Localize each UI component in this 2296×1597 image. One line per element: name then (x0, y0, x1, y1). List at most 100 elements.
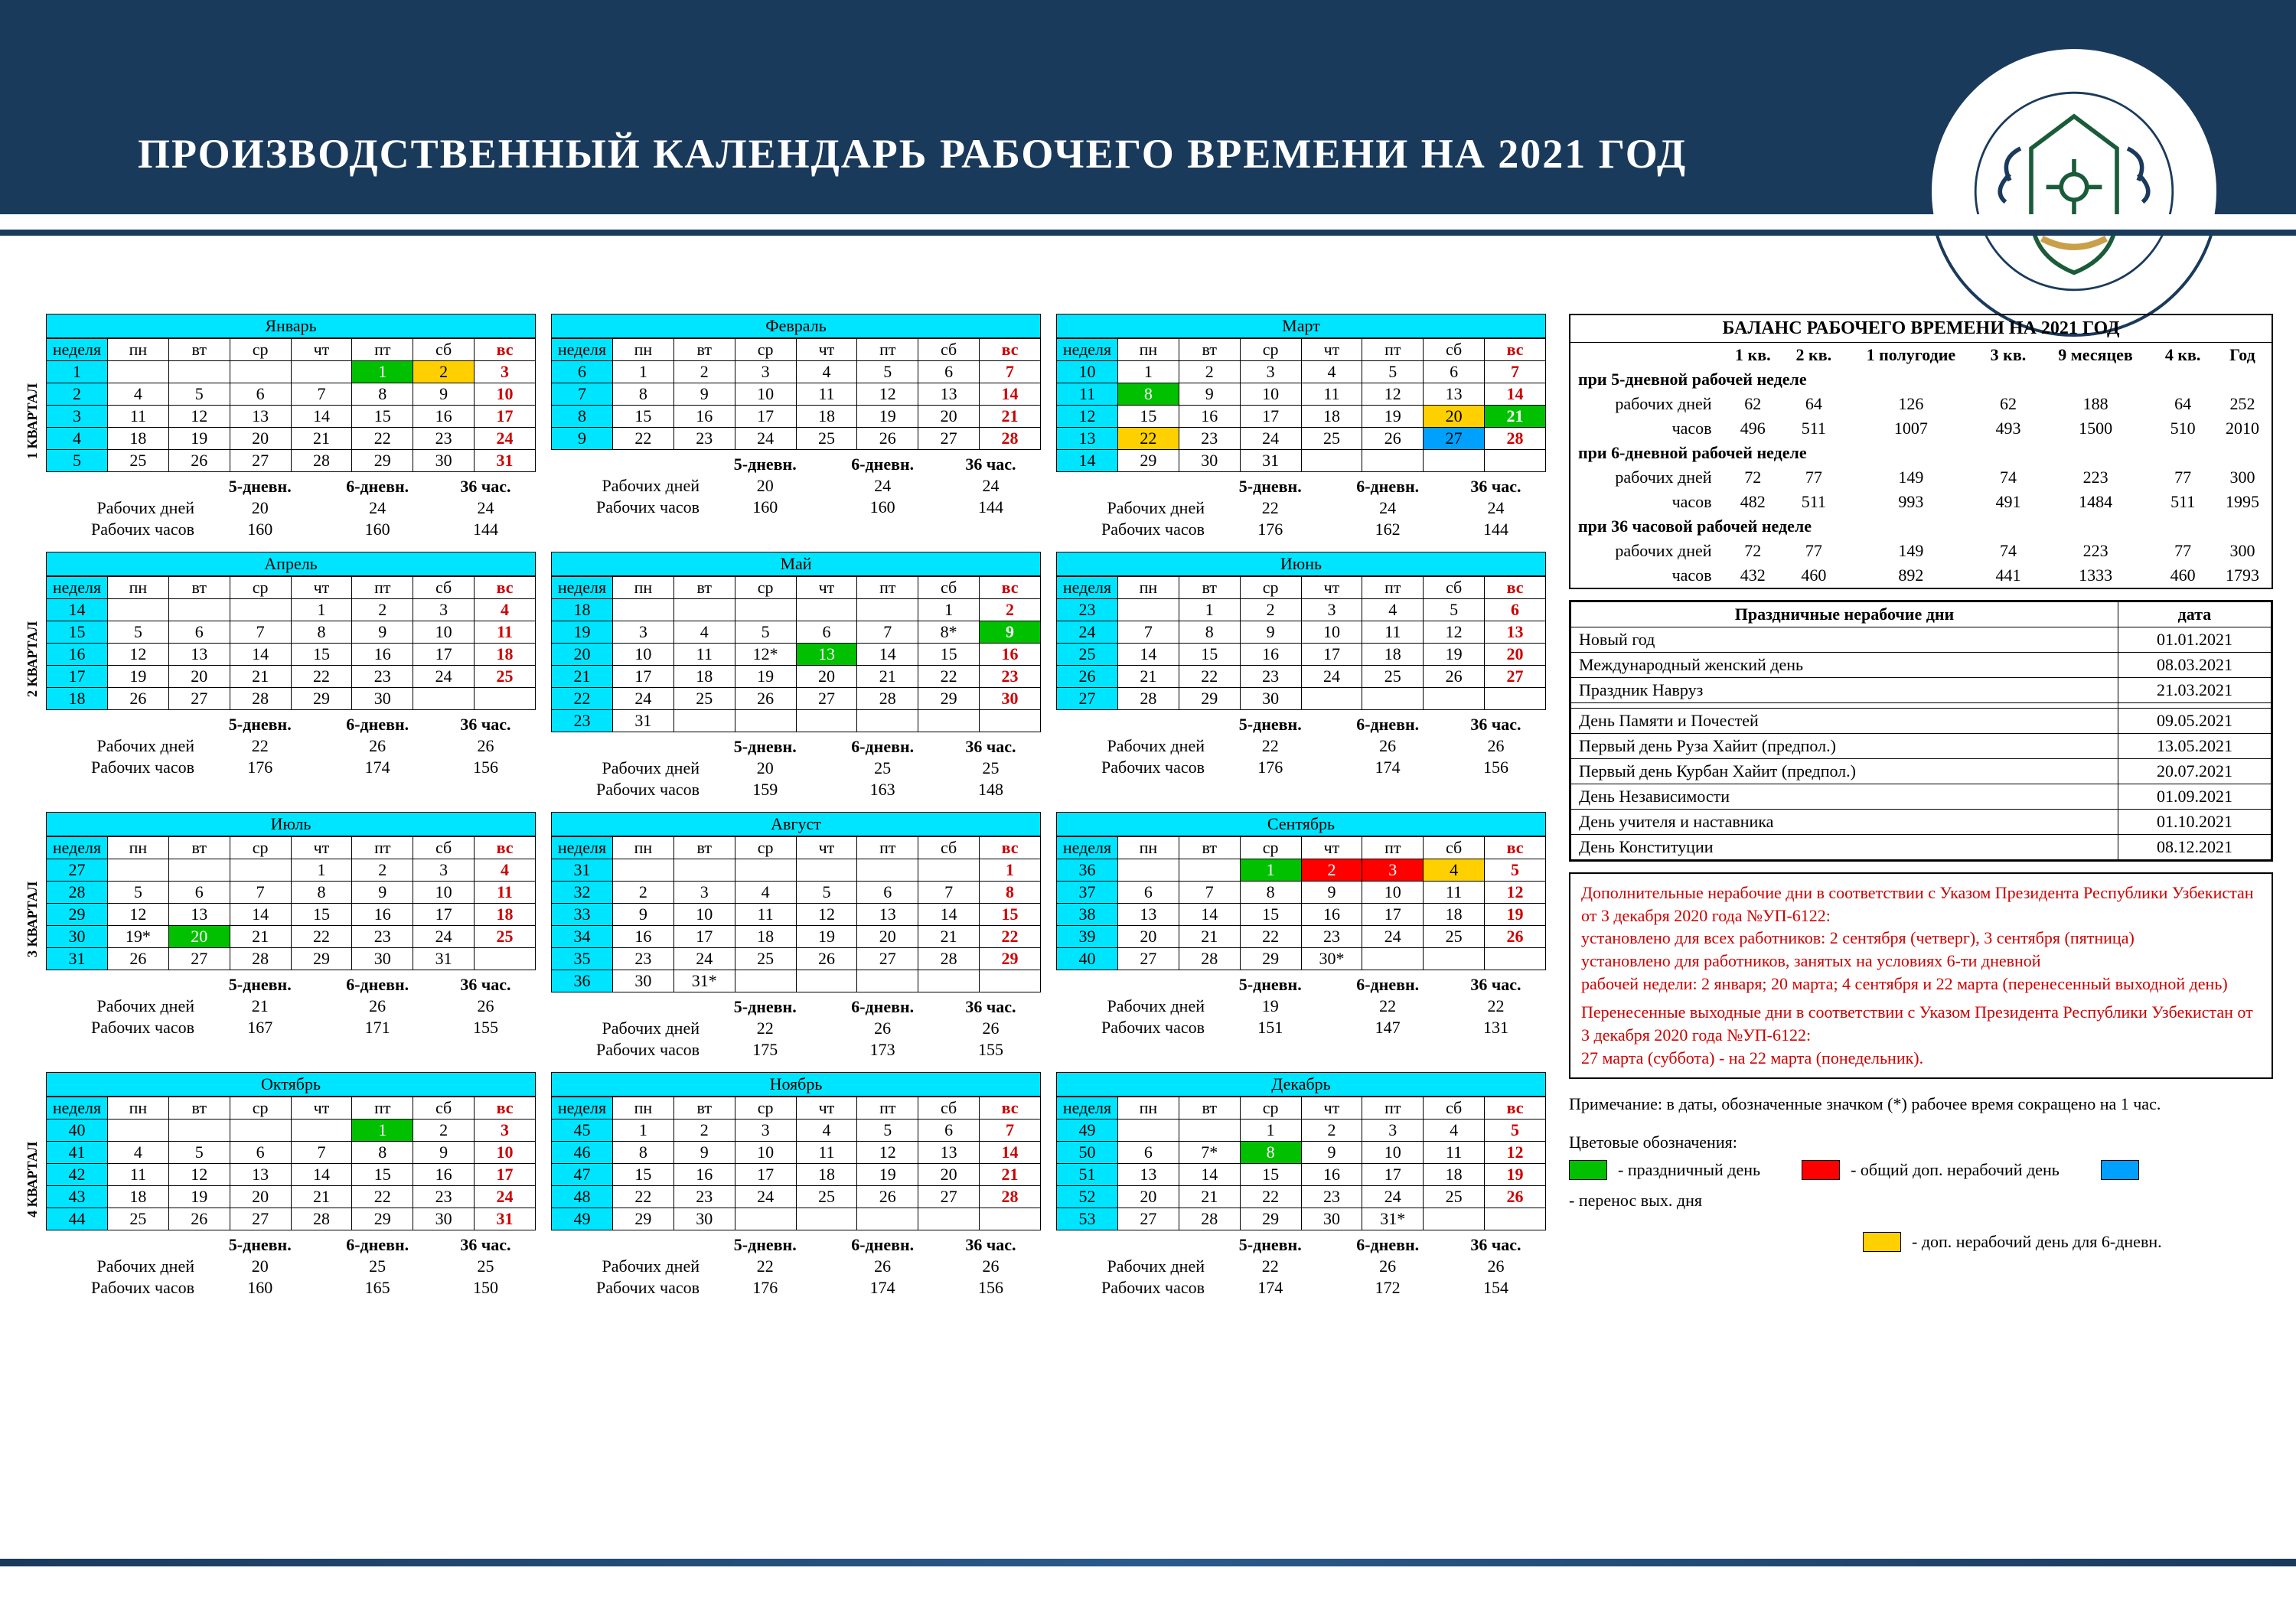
day-cell: 11 (735, 904, 796, 926)
day-cell: 2 (1301, 1120, 1362, 1142)
day-cell: 30 (413, 1208, 475, 1230)
weekday-header: вс (980, 339, 1041, 361)
balance-value: 511 (2152, 490, 2213, 514)
logo (1929, 46, 2219, 337)
day-cell: 20 (857, 926, 918, 948)
day-cell: 20 (1424, 406, 1485, 428)
day-cell (857, 1208, 918, 1230)
week-header: неделя (1057, 339, 1118, 361)
day-cell: 6 (857, 882, 918, 904)
day-cell: 20 (1118, 1186, 1179, 1208)
day-cell: 3 (735, 1120, 796, 1142)
weekday-header: ср (735, 837, 796, 859)
week-number: 7 (552, 383, 613, 406)
day-cell: 26 (857, 1186, 918, 1208)
day-cell: 15 (291, 644, 352, 666)
day-cell: 28 (230, 688, 291, 710)
day-cell: 8 (291, 882, 352, 904)
day-cell: 7 (980, 1120, 1041, 1142)
week-number: 16 (47, 644, 108, 666)
month-title: Март (1056, 314, 1546, 338)
week-header: неделя (1057, 577, 1118, 599)
day-cell: 9 (1179, 383, 1240, 406)
day-cell: 3 (1362, 859, 1424, 882)
day-cell (1424, 450, 1485, 472)
day-cell: 20 (1118, 926, 1179, 948)
weekday-header: вс (475, 1097, 536, 1120)
month-calendar: неделяпнвтсрчтптсбвс11232456789103111213… (46, 338, 536, 472)
balance-value: 77 (2152, 465, 2213, 490)
day-cell: 8 (352, 383, 413, 406)
day-cell: 29 (352, 1208, 413, 1230)
day-cell: 12 (108, 644, 169, 666)
day-cell: 25 (1301, 428, 1362, 450)
day-cell: 18 (1424, 1164, 1485, 1186)
weekday-header: пт (1362, 577, 1424, 599)
day-cell (108, 599, 169, 621)
day-cell: 17 (475, 1164, 536, 1186)
day-cell (1301, 688, 1362, 710)
day-cell: 15 (291, 904, 352, 926)
weekday-header: ср (1240, 577, 1301, 599)
balance-value: 77 (1783, 465, 1844, 490)
day-cell: 9 (413, 383, 475, 406)
day-cell: 29 (918, 688, 980, 710)
day-cell: 27 (796, 688, 857, 710)
day-cell: 24 (1362, 1186, 1424, 1208)
balance-value: 77 (2152, 539, 2213, 563)
week-number: 6 (552, 361, 613, 383)
day-cell (980, 970, 1041, 992)
page-title: ПРОИЗВОДСТВЕННЫЙ КАЛЕНДАРЬ РАБОЧЕГО ВРЕМ… (138, 130, 1687, 178)
day-cell: 9 (673, 383, 735, 406)
day-cell: 2 (1240, 599, 1301, 621)
week-number: 19 (552, 621, 613, 644)
month-calendar: неделяпнвтсрчтптсбвс36123453767891011123… (1056, 836, 1546, 970)
day-cell: 7 (1485, 361, 1546, 383)
month-summary: 5-дневн.6-дневн.36 час.Рабочих дней20252… (551, 735, 1041, 801)
week-number: 25 (1057, 644, 1118, 666)
legend-swatch (1569, 1160, 1607, 1180)
weekday-header: пн (1118, 1097, 1179, 1120)
day-cell: 27 (918, 1186, 980, 1208)
day-cell: 7 (857, 621, 918, 644)
week-header: неделя (552, 577, 613, 599)
day-cell (291, 361, 352, 383)
day-cell: 23 (352, 926, 413, 948)
weekday-header: вт (1179, 339, 1240, 361)
week-number: 30 (47, 926, 108, 948)
week-header: неделя (47, 1097, 108, 1120)
day-cell: 12 (1485, 1142, 1546, 1164)
day-cell: 24 (735, 428, 796, 450)
balance-value: 1995 (2213, 490, 2272, 514)
weekday-header: чт (1301, 339, 1362, 361)
week-number: 17 (47, 666, 108, 688)
day-cell: 19 (1485, 1164, 1546, 1186)
day-cell: 10 (1301, 621, 1362, 644)
day-cell: 2 (1301, 859, 1362, 882)
weekday-header: пн (1118, 837, 1179, 859)
month-title: Октябрь (46, 1072, 536, 1097)
balance-value: 1484 (2039, 490, 2153, 514)
day-cell: 8 (1179, 621, 1240, 644)
week-number: 50 (1057, 1142, 1118, 1164)
day-cell: 14 (918, 904, 980, 926)
day-cell: 1 (918, 599, 980, 621)
weekday-header: пн (108, 837, 169, 859)
weekday-header: пн (613, 339, 674, 361)
day-cell: 17 (475, 406, 536, 428)
day-cell (796, 1208, 857, 1230)
day-cell: 18 (1424, 904, 1485, 926)
balance-value: 62 (1978, 392, 2039, 416)
week-number: 27 (47, 859, 108, 882)
day-cell: 22 (352, 1186, 413, 1208)
balance-value: 64 (1783, 392, 1844, 416)
legend-title: Цветовые обозначения: (1569, 1133, 2273, 1152)
day-cell (475, 688, 536, 710)
day-cell: 1 (1240, 859, 1301, 882)
day-cell (613, 859, 674, 882)
day-cell: 21 (1179, 926, 1240, 948)
day-cell: 4 (735, 882, 796, 904)
day-cell (230, 859, 291, 882)
day-cell: 5 (857, 361, 918, 383)
emblem-icon (1967, 84, 2181, 298)
